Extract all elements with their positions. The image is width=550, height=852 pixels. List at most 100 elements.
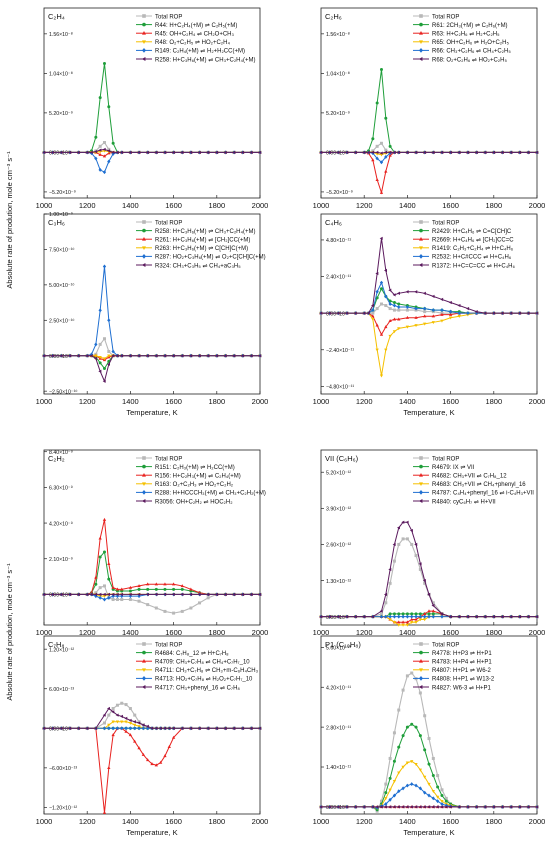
data-point xyxy=(388,797,392,802)
plot-frame xyxy=(320,213,538,395)
data-point xyxy=(163,592,167,597)
data-point xyxy=(405,150,409,155)
data-point xyxy=(379,332,384,336)
legend-entry: R65: OH+C₂H₆ ⇌ H₂O+C₂H₅ xyxy=(432,39,509,46)
legend-marker xyxy=(142,659,146,663)
data-point xyxy=(232,592,236,597)
x-tick-label: 1000 xyxy=(313,628,330,637)
data-point xyxy=(102,147,106,152)
data-point xyxy=(102,597,107,602)
x-tick-label: 2000 xyxy=(252,628,269,637)
x-tick-label: 1200 xyxy=(356,817,373,826)
data-point xyxy=(258,150,262,155)
data-point xyxy=(215,150,218,155)
data-point xyxy=(379,805,383,809)
data-point xyxy=(124,726,128,731)
data-point xyxy=(133,739,137,743)
data-point xyxy=(401,786,405,791)
data-point xyxy=(392,621,397,625)
data-point xyxy=(392,308,396,312)
data-point xyxy=(388,618,392,622)
data-point xyxy=(111,707,115,711)
data-point xyxy=(249,150,253,155)
data-point xyxy=(427,614,431,619)
data-point xyxy=(158,726,162,730)
legend-entry: R4679: IX ⇌ VII xyxy=(432,464,475,471)
data-point xyxy=(107,706,110,711)
data-point xyxy=(111,598,115,602)
legend-entry: R4711: CH₃+C₇H₈ ⇌ CH₃+m-C₆H₄CH₃ xyxy=(155,667,259,674)
data-point xyxy=(345,805,349,809)
data-point xyxy=(427,762,431,766)
data-point xyxy=(232,150,236,155)
x-tick-label: 1200 xyxy=(356,201,373,210)
plot-frame xyxy=(320,7,538,199)
data-point xyxy=(163,726,167,730)
y-tick-label: −5.20×10⁻⁹ xyxy=(49,190,76,196)
data-point xyxy=(375,177,379,181)
legend-entry: R2669: H+C₄H₆ ⇌ [CH₂]CC=C xyxy=(432,237,514,244)
y-tick-label: 7.50×10⁻¹⁰ xyxy=(49,248,74,254)
data-point xyxy=(397,708,401,712)
x-tick-label: 1400 xyxy=(399,817,416,826)
x-tick-label: 2000 xyxy=(529,628,546,637)
data-point xyxy=(401,688,405,692)
data-point xyxy=(115,150,119,155)
data-point xyxy=(397,745,401,749)
legend-entry: R261: H+C₃H₆(+M) ⇌ [CH₂]CC(+M) xyxy=(155,237,250,244)
data-point xyxy=(509,615,513,619)
data-point xyxy=(102,810,107,814)
data-point xyxy=(414,150,418,155)
legend-entry: R288: H+HCCCH₃(+M) ⇌ CH₃+C₂H₂(+M) xyxy=(155,490,266,497)
legend-entry: R4783: H+P4 ⇌ H+P1 xyxy=(432,659,492,666)
data-point xyxy=(107,577,111,581)
data-point xyxy=(115,587,120,591)
data-point xyxy=(180,150,184,155)
series-line xyxy=(44,355,260,370)
data-point xyxy=(146,582,150,586)
legend-entry: R44: H+C₂H₄(+M) ⇌ C₂H₅(+M) xyxy=(155,22,237,29)
x-tick-label: 1200 xyxy=(356,397,373,406)
x-tick-label: 1600 xyxy=(165,201,182,210)
x-tick-label: 1400 xyxy=(399,397,416,406)
y-tick-label: 4.80×10⁻¹¹ xyxy=(326,238,351,244)
data-point xyxy=(422,578,426,583)
data-point xyxy=(102,357,107,361)
data-point xyxy=(431,150,435,155)
series-line xyxy=(44,337,260,357)
data-point xyxy=(258,592,262,597)
data-point xyxy=(59,726,63,730)
data-point xyxy=(172,587,176,591)
data-point xyxy=(98,361,102,365)
data-point xyxy=(388,581,392,585)
data-point xyxy=(401,614,405,619)
data-point xyxy=(336,311,340,315)
data-point xyxy=(50,150,54,155)
data-point xyxy=(111,141,115,145)
x-tick-label: 1800 xyxy=(485,397,502,406)
data-point xyxy=(457,805,461,809)
y-tick-label: 5.20×10⁻⁹ xyxy=(49,111,73,117)
y-tick-label: 4.20×10⁻⁹ xyxy=(49,521,73,527)
data-point xyxy=(427,782,431,786)
data-point xyxy=(115,726,120,731)
data-point xyxy=(362,615,366,619)
data-point xyxy=(102,592,106,597)
data-point xyxy=(397,789,401,794)
data-point xyxy=(483,311,487,315)
data-point xyxy=(137,584,141,588)
data-point xyxy=(163,754,167,758)
y-tick-label: 1.20×10⁻¹² xyxy=(49,647,74,653)
legend-entry: Total ROP xyxy=(432,642,459,648)
data-point xyxy=(249,726,253,730)
data-point xyxy=(353,311,357,315)
data-point xyxy=(197,150,201,155)
data-point xyxy=(509,311,513,315)
x-tick-label: 1800 xyxy=(208,817,225,826)
data-point xyxy=(94,594,98,599)
legend-entry: R4682: CH₃+VII ⇌ C₇H₈_12 xyxy=(432,473,507,480)
y-tick-label: 1.00×10⁻⁹ xyxy=(49,212,73,218)
legend-marker xyxy=(419,464,423,469)
data-point xyxy=(444,796,448,800)
data-point xyxy=(405,805,409,809)
